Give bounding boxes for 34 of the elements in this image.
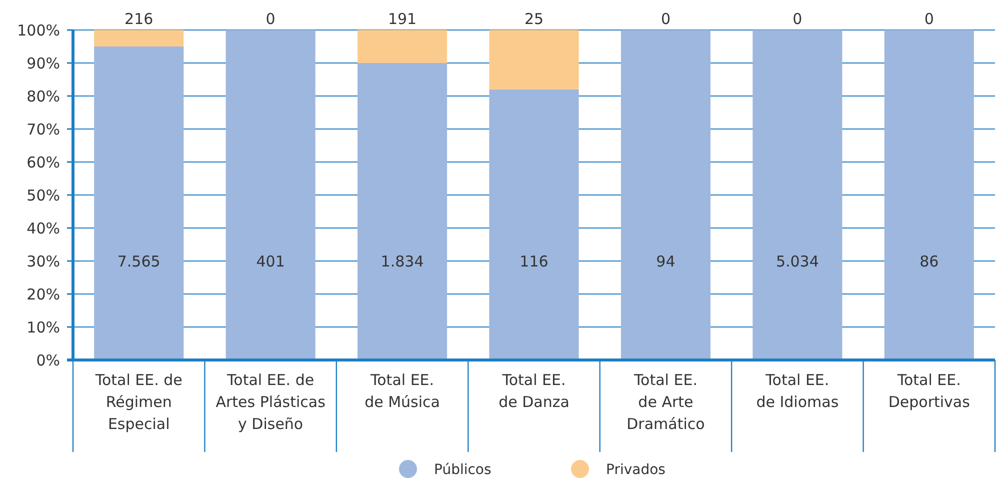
text: 25 (524, 10, 544, 28)
y-tick-label: 20% (26, 285, 60, 304)
annotation: 86 (920, 252, 939, 270)
x-tick-label: Total EE. de Artes Plásticas y Diseño (216, 371, 326, 433)
text: 0 (660, 10, 670, 28)
x-tick-label: Total EE. Deportivas (888, 371, 970, 411)
y-tick-label: 60% (26, 153, 60, 172)
text: 0 (792, 10, 802, 28)
y-tick-label: 10% (26, 318, 60, 336)
annotation: 401 (256, 252, 285, 270)
annotation: 116 (520, 252, 548, 270)
x-tick-label: Total EE. de Danza (498, 371, 570, 411)
x-tick-label: Total EE. de Idiomas (756, 371, 839, 411)
y-tick-label: 0% (36, 351, 60, 370)
y-tick-label: 50% (26, 186, 60, 204)
y-tick-label: 90% (26, 54, 60, 72)
text: 191 (388, 10, 417, 28)
annotation: 94 (656, 252, 676, 270)
x-tick-label: Total EE. de Arte Dramático (626, 371, 705, 433)
legend-label: Públicos (434, 462, 492, 478)
annotation: 5.034 (776, 252, 819, 270)
y-tick-label: 100% (17, 21, 60, 40)
text: 216 (124, 10, 154, 28)
legend-label: Privados (606, 462, 666, 478)
text: 0 (924, 10, 934, 28)
x-tick-label: Total EE. de Régimen Especial (94, 371, 182, 433)
x-tick-label: Total EE. de Música (364, 371, 440, 411)
y-tick-label: 30% (26, 252, 60, 270)
y-tick-label: 40% (26, 219, 60, 238)
y-tick-label: 80% (26, 87, 60, 106)
text: 0 (266, 10, 276, 28)
y-tick-label: 70% (26, 120, 60, 138)
annotation: 1.834 (380, 252, 424, 270)
annotation: 7.565 (117, 252, 160, 270)
